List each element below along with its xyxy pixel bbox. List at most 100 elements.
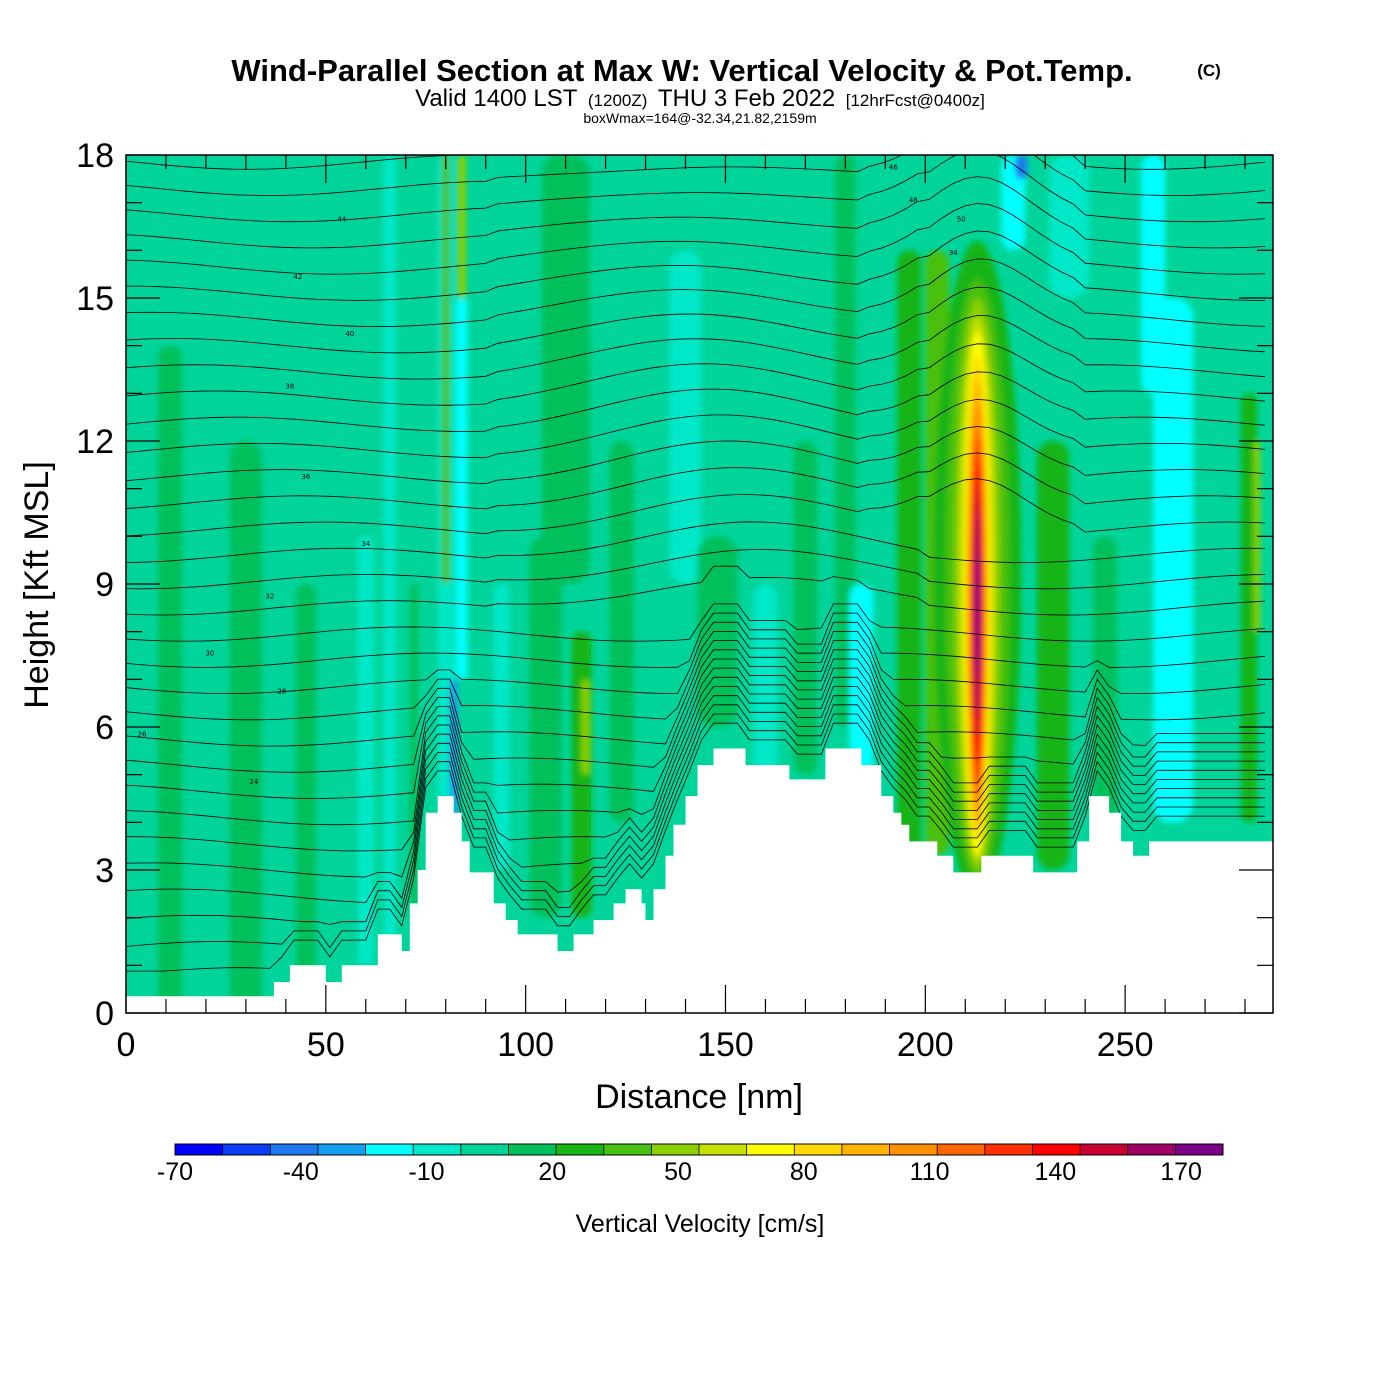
theta-contour-line	[126, 713, 1265, 949]
colorbar-frame	[174, 1143, 1224, 1156]
y-tick-label: 15	[76, 280, 114, 318]
theta-contour-label: 34	[361, 540, 370, 548]
colorbar-tick-label: 140	[1034, 1158, 1076, 1186]
theta-contour-line	[126, 603, 1266, 642]
theta-contour-line	[126, 155, 1266, 196]
theta-contour-label: 50	[957, 216, 966, 224]
colorbar-swatch	[984, 1144, 1033, 1155]
colorbar-swatch	[937, 1144, 985, 1155]
colorbar-tick-label: -70	[157, 1158, 193, 1186]
velocity-band	[849, 584, 874, 775]
theta-contour-line	[126, 230, 1265, 301]
theta-contour-line	[126, 631, 1266, 721]
y-tick-label: 3	[95, 852, 114, 890]
theta-contour-label: 46	[889, 163, 898, 171]
colorbar-swatch	[1175, 1144, 1223, 1155]
x-tick-label: 250	[1097, 1026, 1154, 1064]
colorbar-swatch	[222, 1144, 271, 1155]
colorbar-swatch	[651, 1144, 699, 1155]
theta-contour-line	[126, 343, 1266, 406]
theta-contour-labels: 44 42 40 38 36 34 32 30 28 26 24 46 48 50 34	[138, 163, 966, 786]
velocity-band	[1153, 298, 1194, 823]
velocity-band	[357, 536, 374, 966]
velocity-band	[1001, 155, 1026, 251]
y-tick-label: 6	[95, 709, 114, 747]
velocity-band	[1015, 155, 1028, 179]
theta-contour-line	[126, 155, 1266, 170]
velocity-band	[753, 584, 778, 775]
velocity-band	[441, 155, 450, 584]
theta-contour-line	[126, 676, 1265, 852]
colorbar-swatch	[1032, 1144, 1081, 1155]
colorbar-swatch	[699, 1144, 747, 1155]
velocity-band	[1141, 155, 1166, 394]
velocity-band	[581, 679, 590, 775]
chart-title: Wind-Parallel Section at Max W: Vertical…	[231, 53, 1132, 88]
velocity-band	[835, 155, 856, 727]
colorbar-tick-label: 80	[790, 1158, 818, 1186]
theta-contour-label: 30	[205, 650, 214, 658]
theta-contour-label: 34	[949, 249, 958, 257]
theta-contour-line	[126, 398, 1266, 459]
theta-contour-line	[126, 478, 1266, 537]
colorbar-swatch	[556, 1144, 604, 1155]
theta-contour-line	[126, 521, 1266, 563]
colorbar-swatch	[889, 1144, 938, 1155]
theta-contour-line	[126, 452, 1266, 510]
theta-contour-line	[126, 258, 1266, 328]
colorbar-tick-label: 20	[538, 1158, 566, 1186]
colorbar-tick-label: 110	[910, 1158, 950, 1186]
velocity-band	[1037, 441, 1070, 870]
theta-contour-line	[126, 640, 1265, 747]
colorbar-swatch	[603, 1144, 652, 1155]
theta-contour-label: 28	[277, 688, 286, 696]
colorbar-swatch	[1127, 1144, 1176, 1155]
y-tick-label: 18	[76, 137, 114, 175]
velocity-band	[571, 631, 592, 918]
axis-ticks	[125, 154, 1273, 1014]
theta-contour-label: 32	[265, 592, 274, 600]
theta-contour-line	[126, 371, 1266, 432]
theta-contour-label: 38	[285, 383, 294, 391]
colorbar-swatch	[413, 1144, 461, 1155]
velocity-band	[793, 441, 818, 775]
y-axis-title: Height [Kft MSL]	[18, 461, 56, 709]
x-tick-label: 50	[307, 1026, 345, 1064]
theta-contour-line	[126, 565, 1266, 616]
theta-contour-line	[126, 315, 1266, 380]
colorbar-swatch	[794, 1144, 842, 1155]
x-tick-label: 150	[697, 1026, 754, 1064]
velocity-band	[457, 155, 466, 298]
theta-contour-line	[126, 667, 1265, 826]
theta-contour-line	[126, 426, 1266, 485]
theta-contour-line	[126, 203, 1266, 275]
plot-area: 44 42 40 38 36 34 32 30 28 26 24 46 48 50 34	[126, 155, 1273, 1013]
box-info: boxWmax=164@-32.34,21.82,2159m	[583, 110, 816, 126]
theta-contour-label: 24	[249, 778, 258, 786]
theta-contour-line	[126, 658, 1265, 799]
theta-contour-line	[126, 704, 1265, 925]
theta-contour-line	[126, 686, 1265, 878]
velocity-band	[541, 155, 590, 584]
theta-contour-line	[126, 176, 1266, 249]
y-tick-label: 0	[95, 995, 114, 1033]
velocity-band	[157, 345, 182, 1013]
colorbar-swatch	[746, 1144, 795, 1155]
theta-contour-line	[126, 621, 1266, 695]
x-tick-label: 200	[897, 1026, 954, 1064]
theta-contour-line	[126, 695, 1265, 904]
colorbar-tick-label: 50	[664, 1158, 692, 1186]
theta-contour-label: 36	[301, 473, 310, 481]
velocity-band	[1093, 536, 1118, 823]
theta-contour-label: 42	[293, 273, 302, 281]
terrain	[126, 748, 1273, 1013]
theta-contour-line	[126, 722, 1265, 972]
theta-contour-line	[126, 286, 1266, 354]
theta-contour-label: 48	[909, 197, 918, 205]
colorbar-swatch	[508, 1144, 557, 1155]
velocity-band	[529, 536, 562, 918]
x-tick-label: 100	[497, 1026, 554, 1064]
colorbar-tick-labels: -70 -40 -10 20 50 80 110 140 170	[157, 1158, 1202, 1186]
colorbar-tick-label: -40	[283, 1158, 319, 1186]
